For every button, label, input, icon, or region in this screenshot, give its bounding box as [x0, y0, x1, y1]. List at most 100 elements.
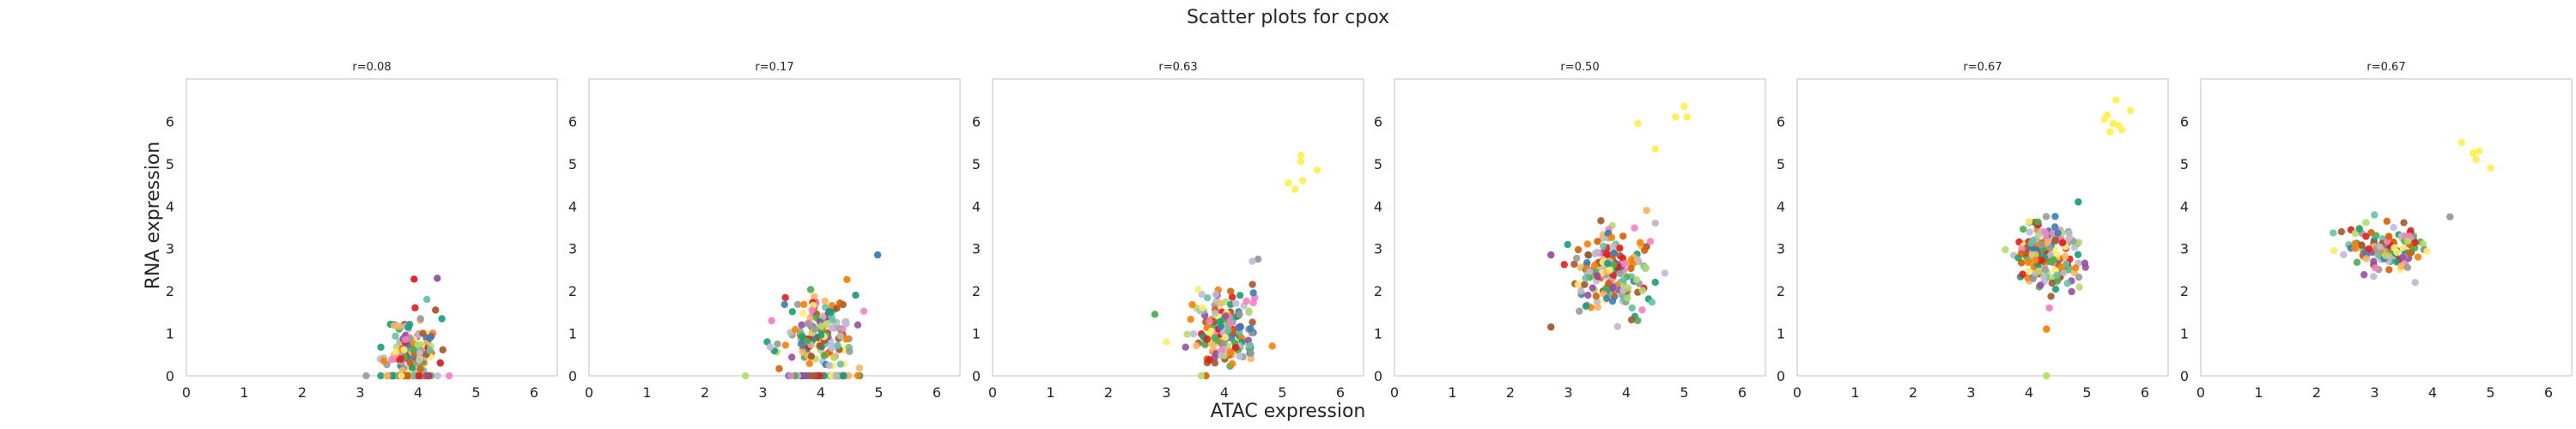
data-point	[1583, 258, 1591, 267]
data-point	[2126, 106, 2135, 115]
y-tick-label: 0	[568, 368, 577, 384]
x-tick-label: 4	[1220, 384, 1229, 401]
plot-frame	[185, 78, 558, 377]
data-point	[808, 306, 816, 314]
data-point	[828, 323, 835, 332]
data-point	[1633, 256, 1642, 263]
data-point	[411, 304, 419, 311]
data-point	[1613, 323, 1622, 330]
x-tick-label: 3	[758, 384, 767, 401]
data-point	[1616, 269, 1624, 278]
panel-title: r=0.08	[352, 61, 391, 74]
data-point	[1651, 219, 1659, 227]
data-point	[1572, 254, 1581, 263]
data-point	[1232, 343, 1240, 352]
data-point	[416, 315, 424, 323]
data-point	[2385, 233, 2393, 240]
data-point	[2068, 287, 2075, 296]
data-point	[362, 372, 370, 380]
data-point	[2372, 232, 2380, 239]
data-point	[854, 321, 862, 329]
data-point	[2351, 229, 2359, 238]
data-point	[1151, 311, 1159, 318]
data-point	[781, 341, 790, 349]
panel-title: r=0.63	[1158, 61, 1197, 74]
data-point	[1232, 299, 1240, 307]
x-tick-label: 4	[2025, 384, 2033, 401]
data-point	[1249, 281, 1256, 288]
data-point	[1236, 323, 1244, 331]
data-point	[1634, 119, 1642, 128]
data-point	[2470, 149, 2477, 157]
data-point	[2399, 245, 2408, 252]
y-tick-label: 2	[568, 283, 577, 299]
data-point	[798, 321, 805, 329]
data-point	[2385, 266, 2393, 274]
data-point	[2038, 241, 2046, 249]
y-tick-label: 4	[972, 198, 981, 214]
data-point	[2053, 271, 2061, 279]
data-point	[1610, 261, 1618, 269]
data-point	[805, 360, 813, 367]
data-point	[403, 372, 411, 380]
data-point	[1574, 281, 1583, 288]
data-point	[380, 357, 388, 365]
panel-title: r=0.67	[2366, 61, 2405, 74]
data-point	[2400, 219, 2408, 227]
y-tick-label: 3	[568, 241, 577, 257]
data-point	[1242, 297, 1250, 305]
data-point	[1603, 294, 1611, 303]
x-tick-label: 0	[2196, 384, 2205, 401]
data-point	[1246, 341, 1255, 349]
data-point	[2053, 251, 2062, 258]
data-point	[2043, 372, 2050, 380]
data-point	[2375, 251, 2383, 260]
data-point	[1291, 185, 1299, 193]
data-point	[787, 372, 794, 380]
data-point	[804, 320, 811, 328]
data-point	[432, 306, 440, 314]
data-point	[419, 329, 427, 337]
data-point	[415, 357, 423, 365]
data-point	[1313, 166, 1321, 174]
y-tick-label: 4	[1374, 198, 1382, 214]
data-point	[438, 315, 446, 323]
data-point	[2397, 263, 2405, 270]
panel-title: r=0.67	[1963, 61, 2002, 74]
x-tick-label: 4	[817, 384, 825, 401]
data-point	[410, 275, 418, 283]
y-tick-label: 6	[568, 113, 577, 130]
data-point	[800, 300, 808, 309]
x-tick-label: 1	[642, 384, 651, 401]
y-tick-label: 0	[1777, 368, 1785, 384]
data-point	[811, 372, 818, 380]
y-tick-label: 1	[1374, 326, 1382, 342]
data-point	[1571, 260, 1578, 269]
x-tick-label: 3	[1966, 384, 1975, 401]
y-tick-label: 1	[2180, 326, 2189, 342]
data-point	[1207, 327, 1215, 335]
data-point	[1619, 287, 1627, 294]
data-points	[2002, 96, 2135, 380]
data-point	[1226, 319, 1235, 327]
data-point	[2403, 263, 2412, 271]
data-point	[1619, 254, 1627, 263]
data-point	[1211, 359, 1219, 367]
data-point	[830, 353, 838, 361]
data-points	[1151, 151, 1321, 380]
x-tick-label: 6	[1336, 384, 1345, 401]
x-tick-label: 3	[355, 384, 364, 401]
data-point	[860, 307, 868, 316]
data-point	[1236, 311, 1243, 318]
data-point	[1199, 304, 1206, 311]
x-tick-label: 4	[2428, 384, 2437, 401]
data-point	[1631, 224, 1638, 232]
data-point	[793, 300, 802, 309]
x-tick-label: 6	[933, 384, 941, 401]
data-point	[392, 347, 400, 356]
y-tick-label: 6	[2180, 113, 2189, 130]
data-point	[445, 372, 453, 380]
data-point	[416, 349, 424, 357]
panel-title: r=0.17	[755, 61, 793, 74]
data-point	[820, 352, 828, 360]
